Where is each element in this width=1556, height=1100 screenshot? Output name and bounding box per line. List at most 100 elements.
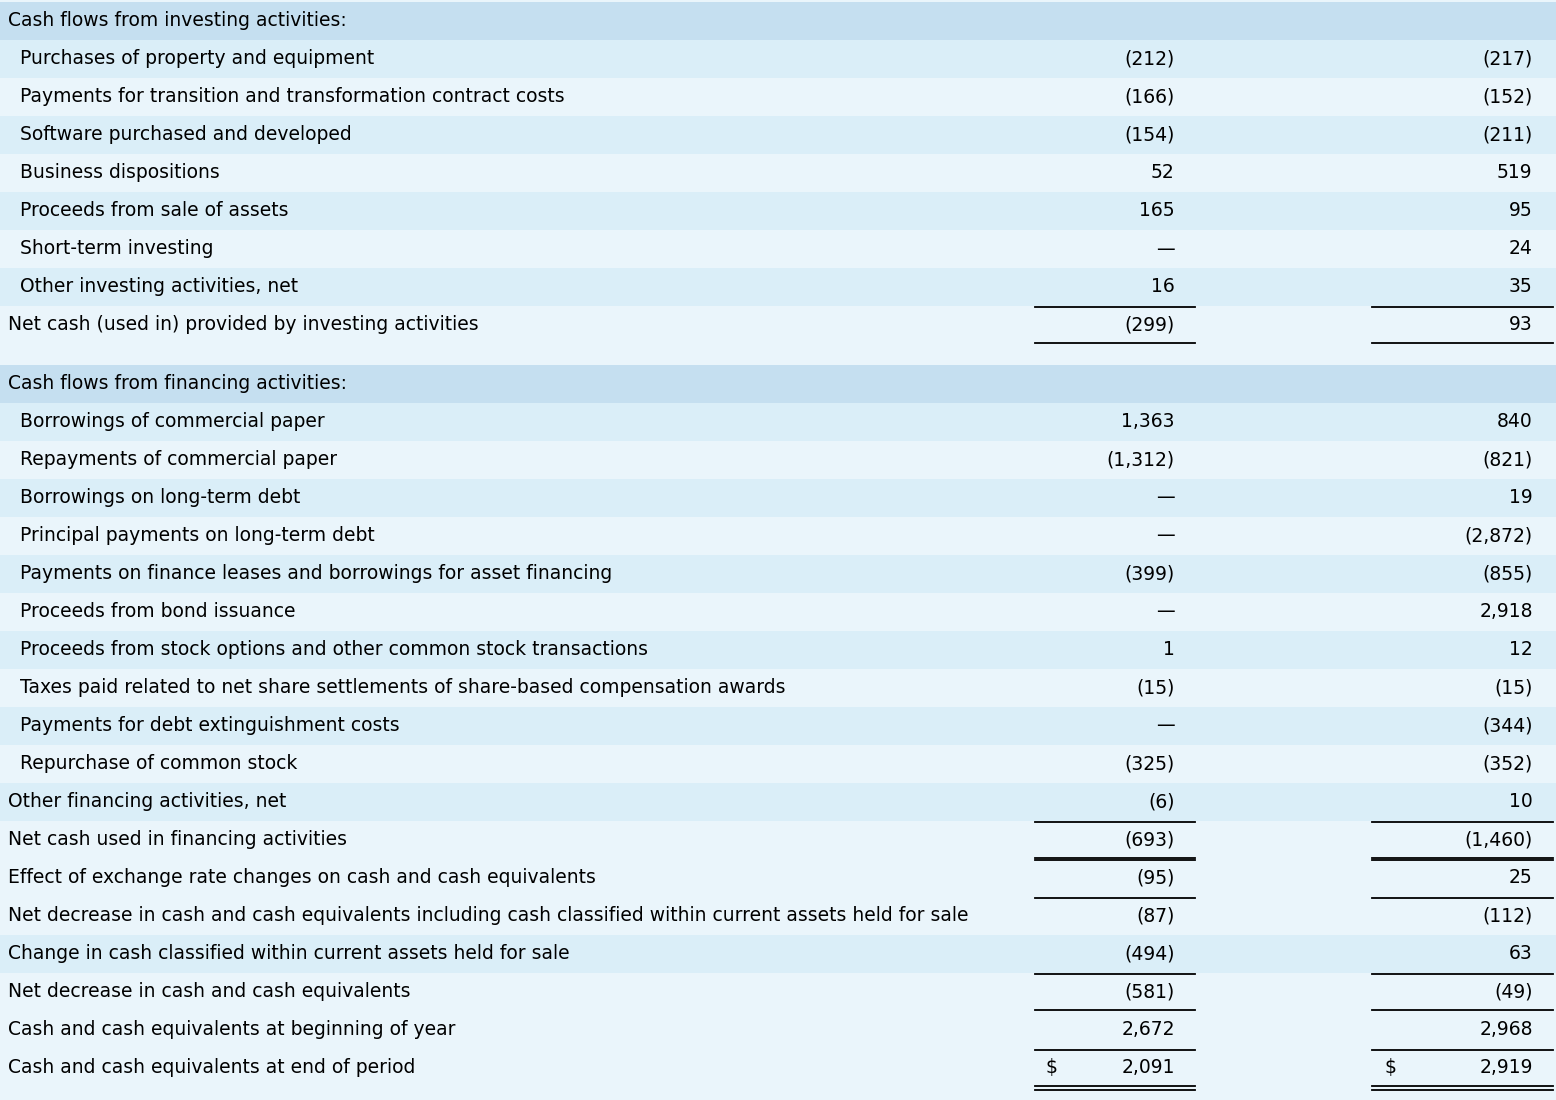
Text: 2,672: 2,672 bbox=[1122, 1021, 1175, 1040]
Text: Taxes paid related to net share settlements of share-based compensation awards: Taxes paid related to net share settleme… bbox=[8, 679, 786, 697]
Text: (217): (217) bbox=[1483, 50, 1533, 68]
Bar bbox=[0, 344, 1556, 365]
Text: Cash and cash equivalents at end of period: Cash and cash equivalents at end of peri… bbox=[8, 1058, 415, 1077]
Text: —: — bbox=[1156, 716, 1175, 736]
Text: Payments on finance leases and borrowings for asset financing: Payments on finance leases and borrowing… bbox=[8, 564, 612, 583]
Bar bbox=[0, 935, 1556, 972]
Text: 95: 95 bbox=[1509, 201, 1533, 220]
Text: 2,968: 2,968 bbox=[1480, 1021, 1533, 1040]
Text: 63: 63 bbox=[1509, 945, 1533, 964]
Text: Short-term investing: Short-term investing bbox=[8, 240, 213, 258]
Text: 1: 1 bbox=[1162, 640, 1175, 659]
Text: Principal payments on long-term debt: Principal payments on long-term debt bbox=[8, 527, 375, 546]
Text: (166): (166) bbox=[1125, 88, 1175, 107]
Text: 10: 10 bbox=[1509, 792, 1533, 812]
Text: (49): (49) bbox=[1494, 982, 1533, 1001]
Bar bbox=[0, 1049, 1556, 1087]
Text: 93: 93 bbox=[1509, 316, 1533, 334]
Text: Other financing activities, net: Other financing activities, net bbox=[8, 792, 286, 812]
Bar bbox=[0, 517, 1556, 554]
Text: 16: 16 bbox=[1151, 277, 1175, 297]
Text: Proceeds from bond issuance: Proceeds from bond issuance bbox=[8, 603, 296, 622]
Text: Change in cash classified within current assets held for sale: Change in cash classified within current… bbox=[8, 945, 569, 964]
Bar bbox=[0, 554, 1556, 593]
Text: (212): (212) bbox=[1125, 50, 1175, 68]
Text: (95): (95) bbox=[1136, 868, 1175, 888]
Text: (299): (299) bbox=[1125, 316, 1175, 334]
Text: 24: 24 bbox=[1509, 240, 1533, 258]
Text: (693): (693) bbox=[1125, 830, 1175, 849]
Bar bbox=[0, 859, 1556, 896]
Bar bbox=[0, 230, 1556, 268]
Text: Software purchased and developed: Software purchased and developed bbox=[8, 125, 352, 144]
Text: 12: 12 bbox=[1509, 640, 1533, 659]
Text: (1,312): (1,312) bbox=[1106, 450, 1175, 470]
Text: 19: 19 bbox=[1509, 488, 1533, 507]
Text: 840: 840 bbox=[1497, 412, 1533, 431]
Bar bbox=[0, 2, 1556, 40]
Text: Proceeds from stock options and other common stock transactions: Proceeds from stock options and other co… bbox=[8, 640, 647, 659]
Bar bbox=[0, 631, 1556, 669]
Text: (325): (325) bbox=[1125, 755, 1175, 773]
Text: (211): (211) bbox=[1483, 125, 1533, 144]
Text: —: — bbox=[1156, 488, 1175, 507]
Bar bbox=[0, 669, 1556, 707]
Text: (581): (581) bbox=[1125, 982, 1175, 1001]
Bar bbox=[0, 972, 1556, 1011]
Text: Other investing activities, net: Other investing activities, net bbox=[8, 277, 299, 297]
Text: (152): (152) bbox=[1483, 88, 1533, 107]
Text: Repurchase of common stock: Repurchase of common stock bbox=[8, 755, 297, 773]
Text: Cash and cash equivalents at beginning of year: Cash and cash equivalents at beginning o… bbox=[8, 1021, 456, 1040]
Text: (87): (87) bbox=[1136, 906, 1175, 925]
Text: Proceeds from sale of assets: Proceeds from sale of assets bbox=[8, 201, 288, 220]
Text: (112): (112) bbox=[1483, 906, 1533, 925]
Text: Cash flows from financing activities:: Cash flows from financing activities: bbox=[8, 374, 347, 394]
Text: 2,919: 2,919 bbox=[1480, 1058, 1533, 1077]
Bar bbox=[0, 441, 1556, 478]
Bar bbox=[0, 154, 1556, 192]
Text: 2,091: 2,091 bbox=[1122, 1058, 1175, 1077]
Bar bbox=[0, 365, 1556, 403]
Text: (352): (352) bbox=[1483, 755, 1533, 773]
Text: 2,918: 2,918 bbox=[1480, 603, 1533, 622]
Bar bbox=[0, 268, 1556, 306]
Text: Payments for debt extinguishment costs: Payments for debt extinguishment costs bbox=[8, 716, 400, 736]
Text: Purchases of property and equipment: Purchases of property and equipment bbox=[8, 50, 375, 68]
Text: (855): (855) bbox=[1483, 564, 1533, 583]
Bar bbox=[0, 192, 1556, 230]
Bar bbox=[0, 1011, 1556, 1049]
Bar bbox=[0, 306, 1556, 344]
Text: —: — bbox=[1156, 240, 1175, 258]
Text: (494): (494) bbox=[1125, 945, 1175, 964]
Text: (344): (344) bbox=[1483, 716, 1533, 736]
Text: Net decrease in cash and cash equivalents including cash classified within curre: Net decrease in cash and cash equivalent… bbox=[8, 906, 968, 925]
Bar bbox=[0, 78, 1556, 116]
Text: (154): (154) bbox=[1125, 125, 1175, 144]
Text: Net cash used in financing activities: Net cash used in financing activities bbox=[8, 830, 347, 849]
Text: Net cash (used in) provided by investing activities: Net cash (used in) provided by investing… bbox=[8, 316, 479, 334]
Text: —: — bbox=[1156, 603, 1175, 622]
Bar bbox=[0, 745, 1556, 783]
Bar bbox=[0, 821, 1556, 859]
Text: 1,363: 1,363 bbox=[1122, 412, 1175, 431]
Text: Cash flows from investing activities:: Cash flows from investing activities: bbox=[8, 11, 347, 31]
Text: (6): (6) bbox=[1148, 792, 1175, 812]
Text: Net decrease in cash and cash equivalents: Net decrease in cash and cash equivalent… bbox=[8, 982, 411, 1001]
Text: $: $ bbox=[1385, 1058, 1397, 1077]
Text: Repayments of commercial paper: Repayments of commercial paper bbox=[8, 450, 338, 470]
Bar bbox=[0, 116, 1556, 154]
Text: 35: 35 bbox=[1509, 277, 1533, 297]
Text: —: — bbox=[1156, 527, 1175, 546]
Text: (2,872): (2,872) bbox=[1464, 527, 1533, 546]
Text: Payments for transition and transformation contract costs: Payments for transition and transformati… bbox=[8, 88, 565, 107]
Text: (15): (15) bbox=[1136, 679, 1175, 697]
Text: $: $ bbox=[1046, 1058, 1058, 1077]
Bar bbox=[0, 40, 1556, 78]
Text: (399): (399) bbox=[1125, 564, 1175, 583]
Bar bbox=[0, 403, 1556, 441]
Text: (1,460): (1,460) bbox=[1464, 830, 1533, 849]
Text: Borrowings on long-term debt: Borrowings on long-term debt bbox=[8, 488, 300, 507]
Bar bbox=[0, 783, 1556, 821]
Text: Effect of exchange rate changes on cash and cash equivalents: Effect of exchange rate changes on cash … bbox=[8, 868, 596, 888]
Text: Business dispositions: Business dispositions bbox=[8, 164, 219, 183]
